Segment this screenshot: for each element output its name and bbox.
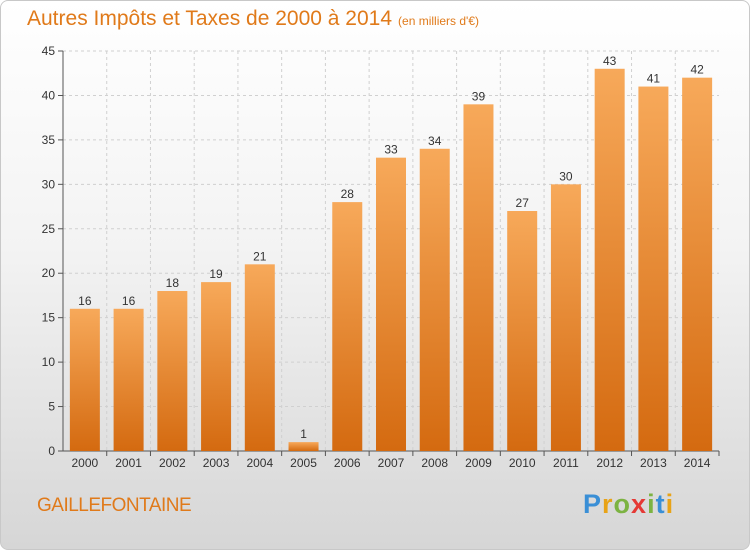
- x-tick-label: 2012: [596, 456, 623, 470]
- x-tick-label: 2010: [509, 456, 536, 470]
- x-tick-label: 2009: [465, 456, 492, 470]
- y-tick-label: 25: [42, 222, 56, 236]
- y-tick-label: 5: [48, 400, 55, 414]
- bar: [113, 308, 144, 451]
- bar: [682, 77, 713, 452]
- y-tick-label: 45: [42, 44, 56, 58]
- data-label: 16: [122, 294, 136, 308]
- x-tick-label: 2014: [684, 456, 711, 470]
- x-tick-label: 2002: [159, 456, 186, 470]
- x-tick-label: 2005: [290, 456, 317, 470]
- bar: [288, 442, 319, 451]
- x-tick-label: 2011: [553, 456, 579, 470]
- bars: [69, 68, 713, 452]
- data-label: 1: [300, 427, 307, 441]
- logo-letter: r: [602, 489, 614, 519]
- logo-letter: t: [655, 489, 666, 519]
- logo-letter: o: [613, 489, 632, 519]
- data-label: 30: [559, 169, 573, 183]
- logo-letter: i: [665, 489, 675, 519]
- bar: [507, 211, 538, 451]
- bar: [69, 308, 100, 451]
- y-tick-label: 30: [42, 177, 56, 191]
- data-label: 28: [341, 187, 355, 201]
- bar: [594, 68, 625, 452]
- data-label: 41: [647, 72, 661, 86]
- commune-name: GAILLEFONTAINE: [37, 495, 192, 516]
- x-tick-label: 2004: [246, 456, 273, 470]
- y-tick-label: 15: [42, 311, 56, 325]
- x-tick-label: 2000: [72, 456, 99, 470]
- bar: [638, 86, 669, 452]
- chart-subtitle: (en milliers d'€): [398, 14, 480, 28]
- logo-letter: i: [647, 489, 656, 519]
- x-tick-label: 2008: [421, 456, 448, 470]
- data-label: 27: [516, 196, 530, 210]
- x-tick-label: 2003: [203, 456, 230, 470]
- bar: [332, 202, 363, 451]
- y-tick-label: 20: [42, 266, 56, 280]
- bar: [201, 282, 232, 451]
- y-tick-label: 40: [42, 88, 56, 102]
- bar: [463, 104, 494, 451]
- data-label: 21: [253, 249, 267, 263]
- data-label: 19: [209, 267, 223, 281]
- y-tick-label: 10: [42, 355, 56, 369]
- labels: 0 5 10 15 20 25 30 35 40 45 16 2000 16 2001 18 2002 19 20…: [42, 44, 711, 470]
- data-label: 42: [690, 63, 704, 77]
- chart-title: Autres Impôts et Taxes de 2000 à 2014 (en…: [27, 7, 479, 31]
- logo-letter: x: [631, 489, 648, 519]
- data-label: 39: [472, 89, 486, 103]
- bar: [244, 264, 275, 451]
- bar: [419, 148, 450, 451]
- x-tick-label: 2007: [378, 456, 405, 470]
- logo-letter: P: [583, 489, 603, 519]
- bar: [157, 291, 188, 451]
- bar: [376, 157, 406, 451]
- data-label: 33: [384, 143, 398, 157]
- data-label: 34: [428, 134, 442, 148]
- chart-title-text: Autres Impôts et Taxes de 2000 à 2014: [27, 7, 393, 30]
- x-tick-label: 2001: [115, 456, 142, 470]
- data-label: 43: [603, 54, 617, 68]
- x-tick-label: 2013: [640, 456, 667, 470]
- x-tick-label: 2006: [334, 456, 361, 470]
- y-tick-label: 0: [48, 444, 55, 458]
- data-label: 18: [166, 276, 180, 290]
- y-tick-label: 35: [42, 133, 56, 147]
- bar: [550, 184, 581, 452]
- proxiti-logo: Proxiti: [583, 489, 674, 520]
- data-label: 16: [78, 294, 92, 308]
